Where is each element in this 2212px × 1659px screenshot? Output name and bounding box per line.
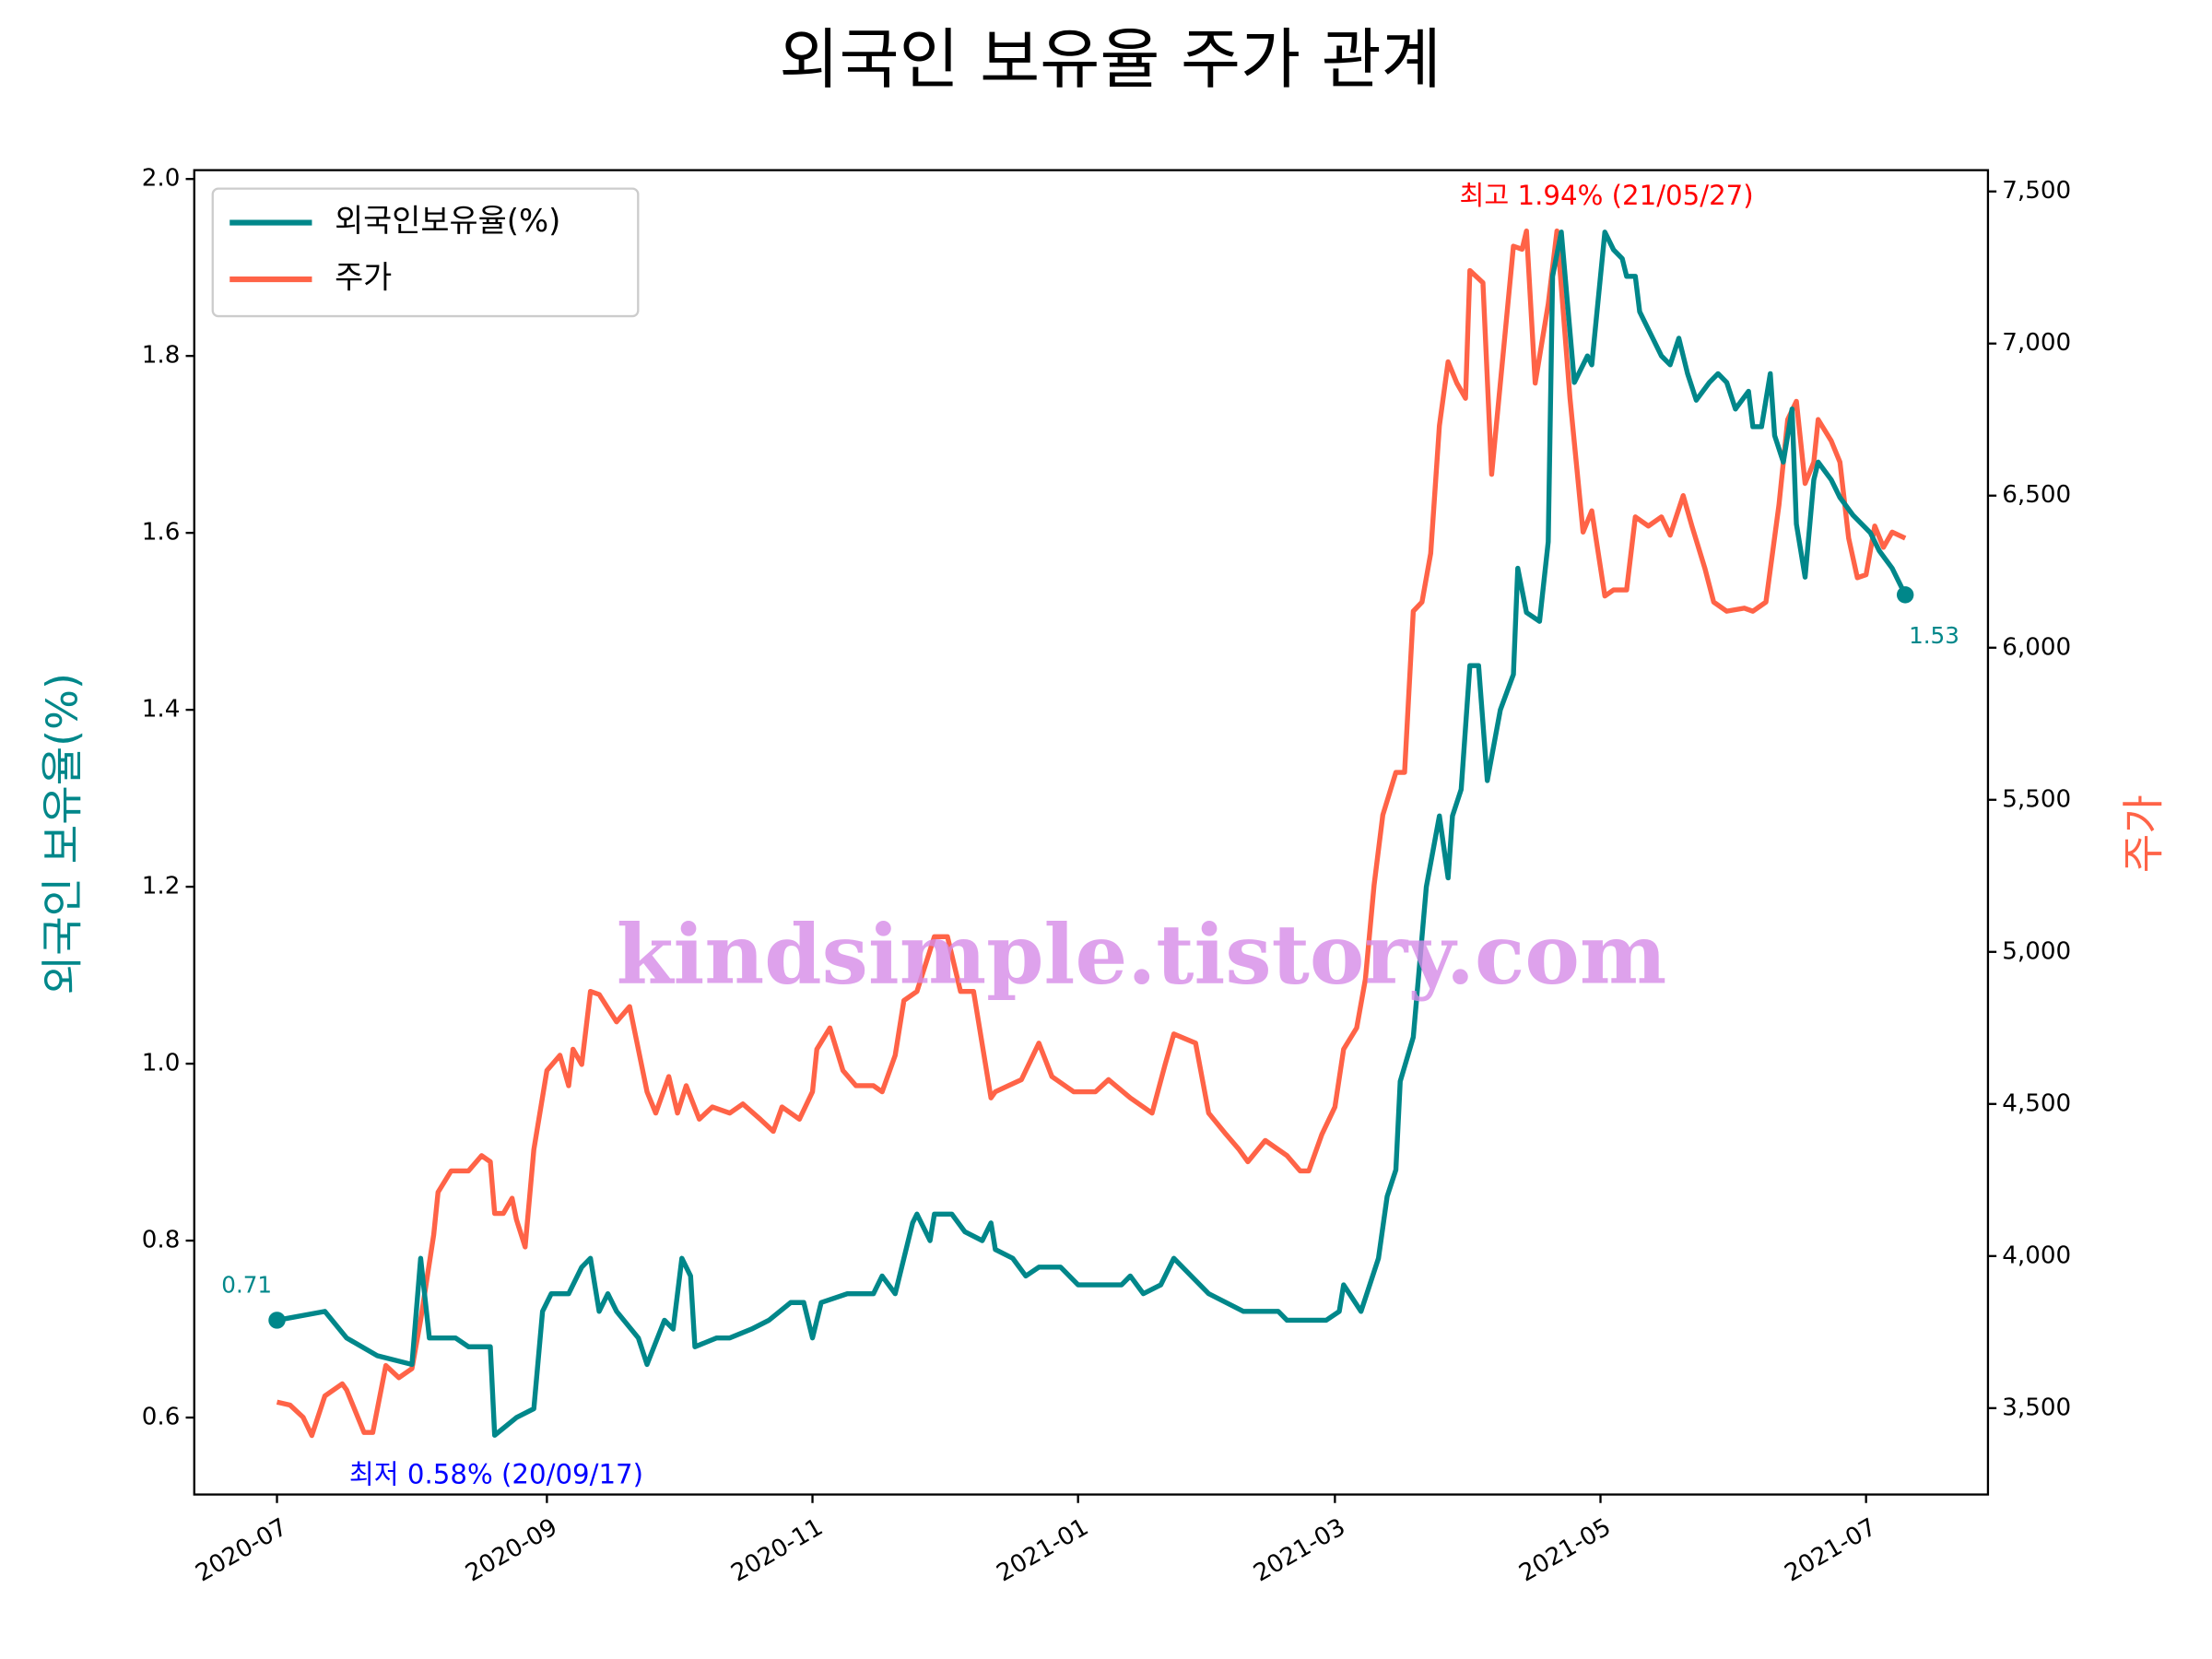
y-tick-label: 2.0: [142, 165, 181, 193]
x-tick-label: 2020-09: [461, 1513, 562, 1588]
y-tick-label: 1.0: [142, 1050, 181, 1077]
series-line: [276, 228, 1907, 1439]
y2-axis-label: 주가: [2119, 794, 2169, 873]
series-line: [276, 229, 1908, 1438]
y2-tick-label: 3,500: [2002, 1394, 2071, 1421]
chart-title: 외국인 보유율 주가 관계: [779, 21, 1441, 98]
endpoint-marker: [268, 1312, 286, 1329]
x-tick-label: 2020-07: [191, 1513, 292, 1588]
annotation: 최고 1.94% (21/05/27): [1459, 180, 1753, 211]
y-tick-label: 1.6: [142, 519, 181, 547]
y-tick-label: 0.6: [142, 1404, 181, 1431]
y-axis-label: 외국인 보유율(%): [37, 673, 87, 994]
legend-label: 주가: [335, 260, 392, 296]
x-tick-label: 2021-03: [1249, 1513, 1350, 1588]
y-tick-label: 0.8: [142, 1227, 181, 1254]
y-tick-label: 1.4: [142, 696, 181, 724]
watermark: kindsimple.tistory.com: [617, 907, 1667, 1004]
annotation: 최저 0.58% (20/09/17): [349, 1459, 643, 1490]
plot-frame: [193, 169, 1990, 1496]
annotation: 0.71: [221, 1271, 272, 1298]
y-tick-label: 1.2: [142, 873, 181, 900]
x-tick-label: 2021-05: [1514, 1513, 1616, 1588]
y2-tick-label: 7,000: [2002, 329, 2071, 357]
y-tick-label: 1.8: [142, 342, 181, 370]
annotation: 1.53: [1909, 622, 1959, 649]
legend-label: 외국인보유율(%): [335, 203, 560, 239]
y2-tick-label: 7,500: [2002, 177, 2071, 205]
x-tick-label: 2020-11: [726, 1513, 828, 1588]
y2-tick-label: 4,500: [2002, 1089, 2071, 1117]
legend-box: [211, 187, 640, 318]
y2-tick-label: 4,000: [2002, 1241, 2071, 1269]
endpoint-marker: [1896, 586, 1914, 604]
x-tick-label: 2021-01: [993, 1513, 1094, 1588]
y2-tick-label: 5,000: [2002, 937, 2071, 965]
y2-tick-label: 5,500: [2002, 785, 2071, 813]
y2-tick-label: 6,000: [2002, 633, 2071, 661]
x-tick-label: 2021-07: [1781, 1513, 1882, 1588]
y2-tick-label: 6,500: [2002, 481, 2071, 509]
